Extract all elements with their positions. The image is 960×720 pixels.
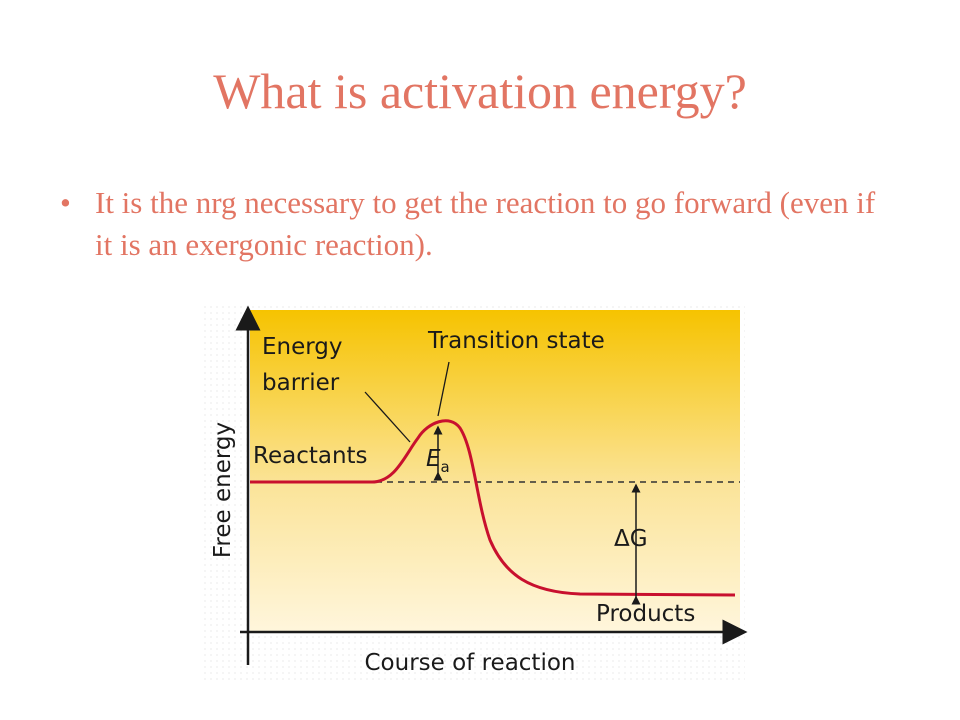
slide-title: What is activation energy? [213,63,747,119]
transition-leader [437,361,450,417]
ea-label: Ea [426,446,450,476]
reactants-label: Reactants [253,443,368,469]
delta-g-label: ΔG [614,526,648,552]
products-label: Products [596,601,695,627]
bullet-list: It is the nrg necessary to get the react… [60,182,900,266]
y-axis-label: Free energy [210,422,236,558]
ea-symbol: E [426,446,441,472]
bullet: It is the nrg necessary to get the react… [60,182,900,266]
ea-subscript: a [441,458,450,476]
energy-barrier-label: barrier [262,370,340,396]
energy-barrier-label: Energy [262,334,343,360]
transition-state-label: Transition state [427,328,605,354]
x-axis-label: Course of reaction [365,650,576,676]
barrier-leader [364,391,411,443]
energy-gradient [250,310,740,632]
energy-curve [250,419,736,597]
